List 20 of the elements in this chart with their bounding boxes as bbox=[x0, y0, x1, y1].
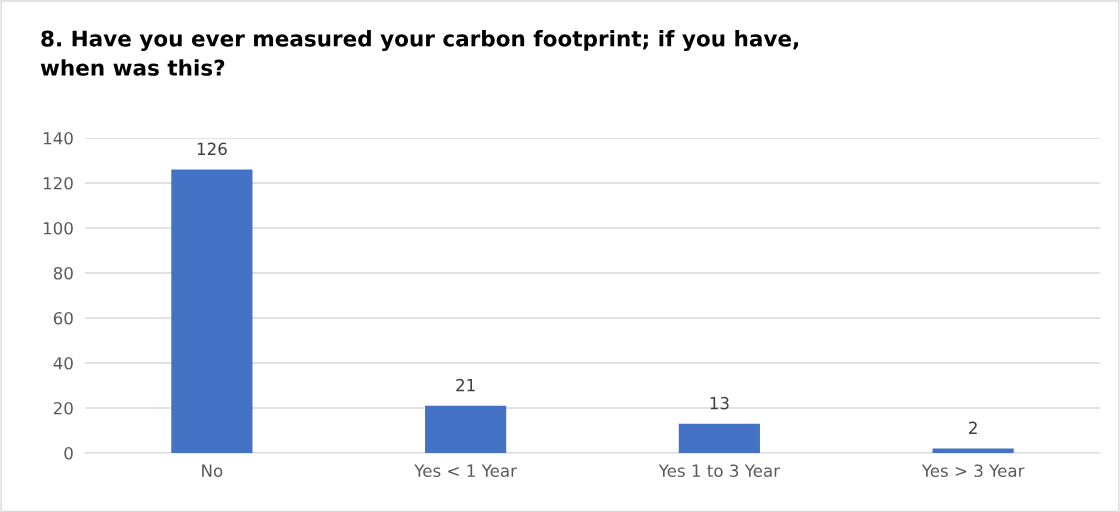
y-tick-label: 0 bbox=[64, 446, 73, 460]
y-tick-label: 80 bbox=[53, 266, 73, 280]
data-label: 21 bbox=[456, 378, 475, 392]
bar bbox=[425, 405, 507, 453]
bar bbox=[171, 169, 253, 453]
y-tick-label: 140 bbox=[43, 131, 73, 145]
y-tick-label: 20 bbox=[53, 401, 73, 415]
y-tick-label: 60 bbox=[53, 311, 73, 325]
x-tick-label: Yes 1 to 3 Year bbox=[658, 464, 781, 478]
data-label: 2 bbox=[969, 421, 977, 434]
y-tick-label: 40 bbox=[53, 356, 73, 370]
x-tick-label: No bbox=[202, 464, 223, 478]
data-label: 126 bbox=[197, 142, 227, 156]
chart-title: 8. Have you ever measured your carbon footprint; if you have, when was this? bbox=[40, 30, 799, 76]
x-tick-label: Yes > 3 Year bbox=[921, 464, 1025, 478]
y-tick-label: 120 bbox=[43, 176, 73, 190]
y-tick-label: 100 bbox=[43, 221, 73, 235]
x-tick-label: Yes < 1 Year bbox=[414, 464, 517, 478]
data-label: 13 bbox=[710, 396, 729, 410]
bar bbox=[678, 423, 760, 453]
